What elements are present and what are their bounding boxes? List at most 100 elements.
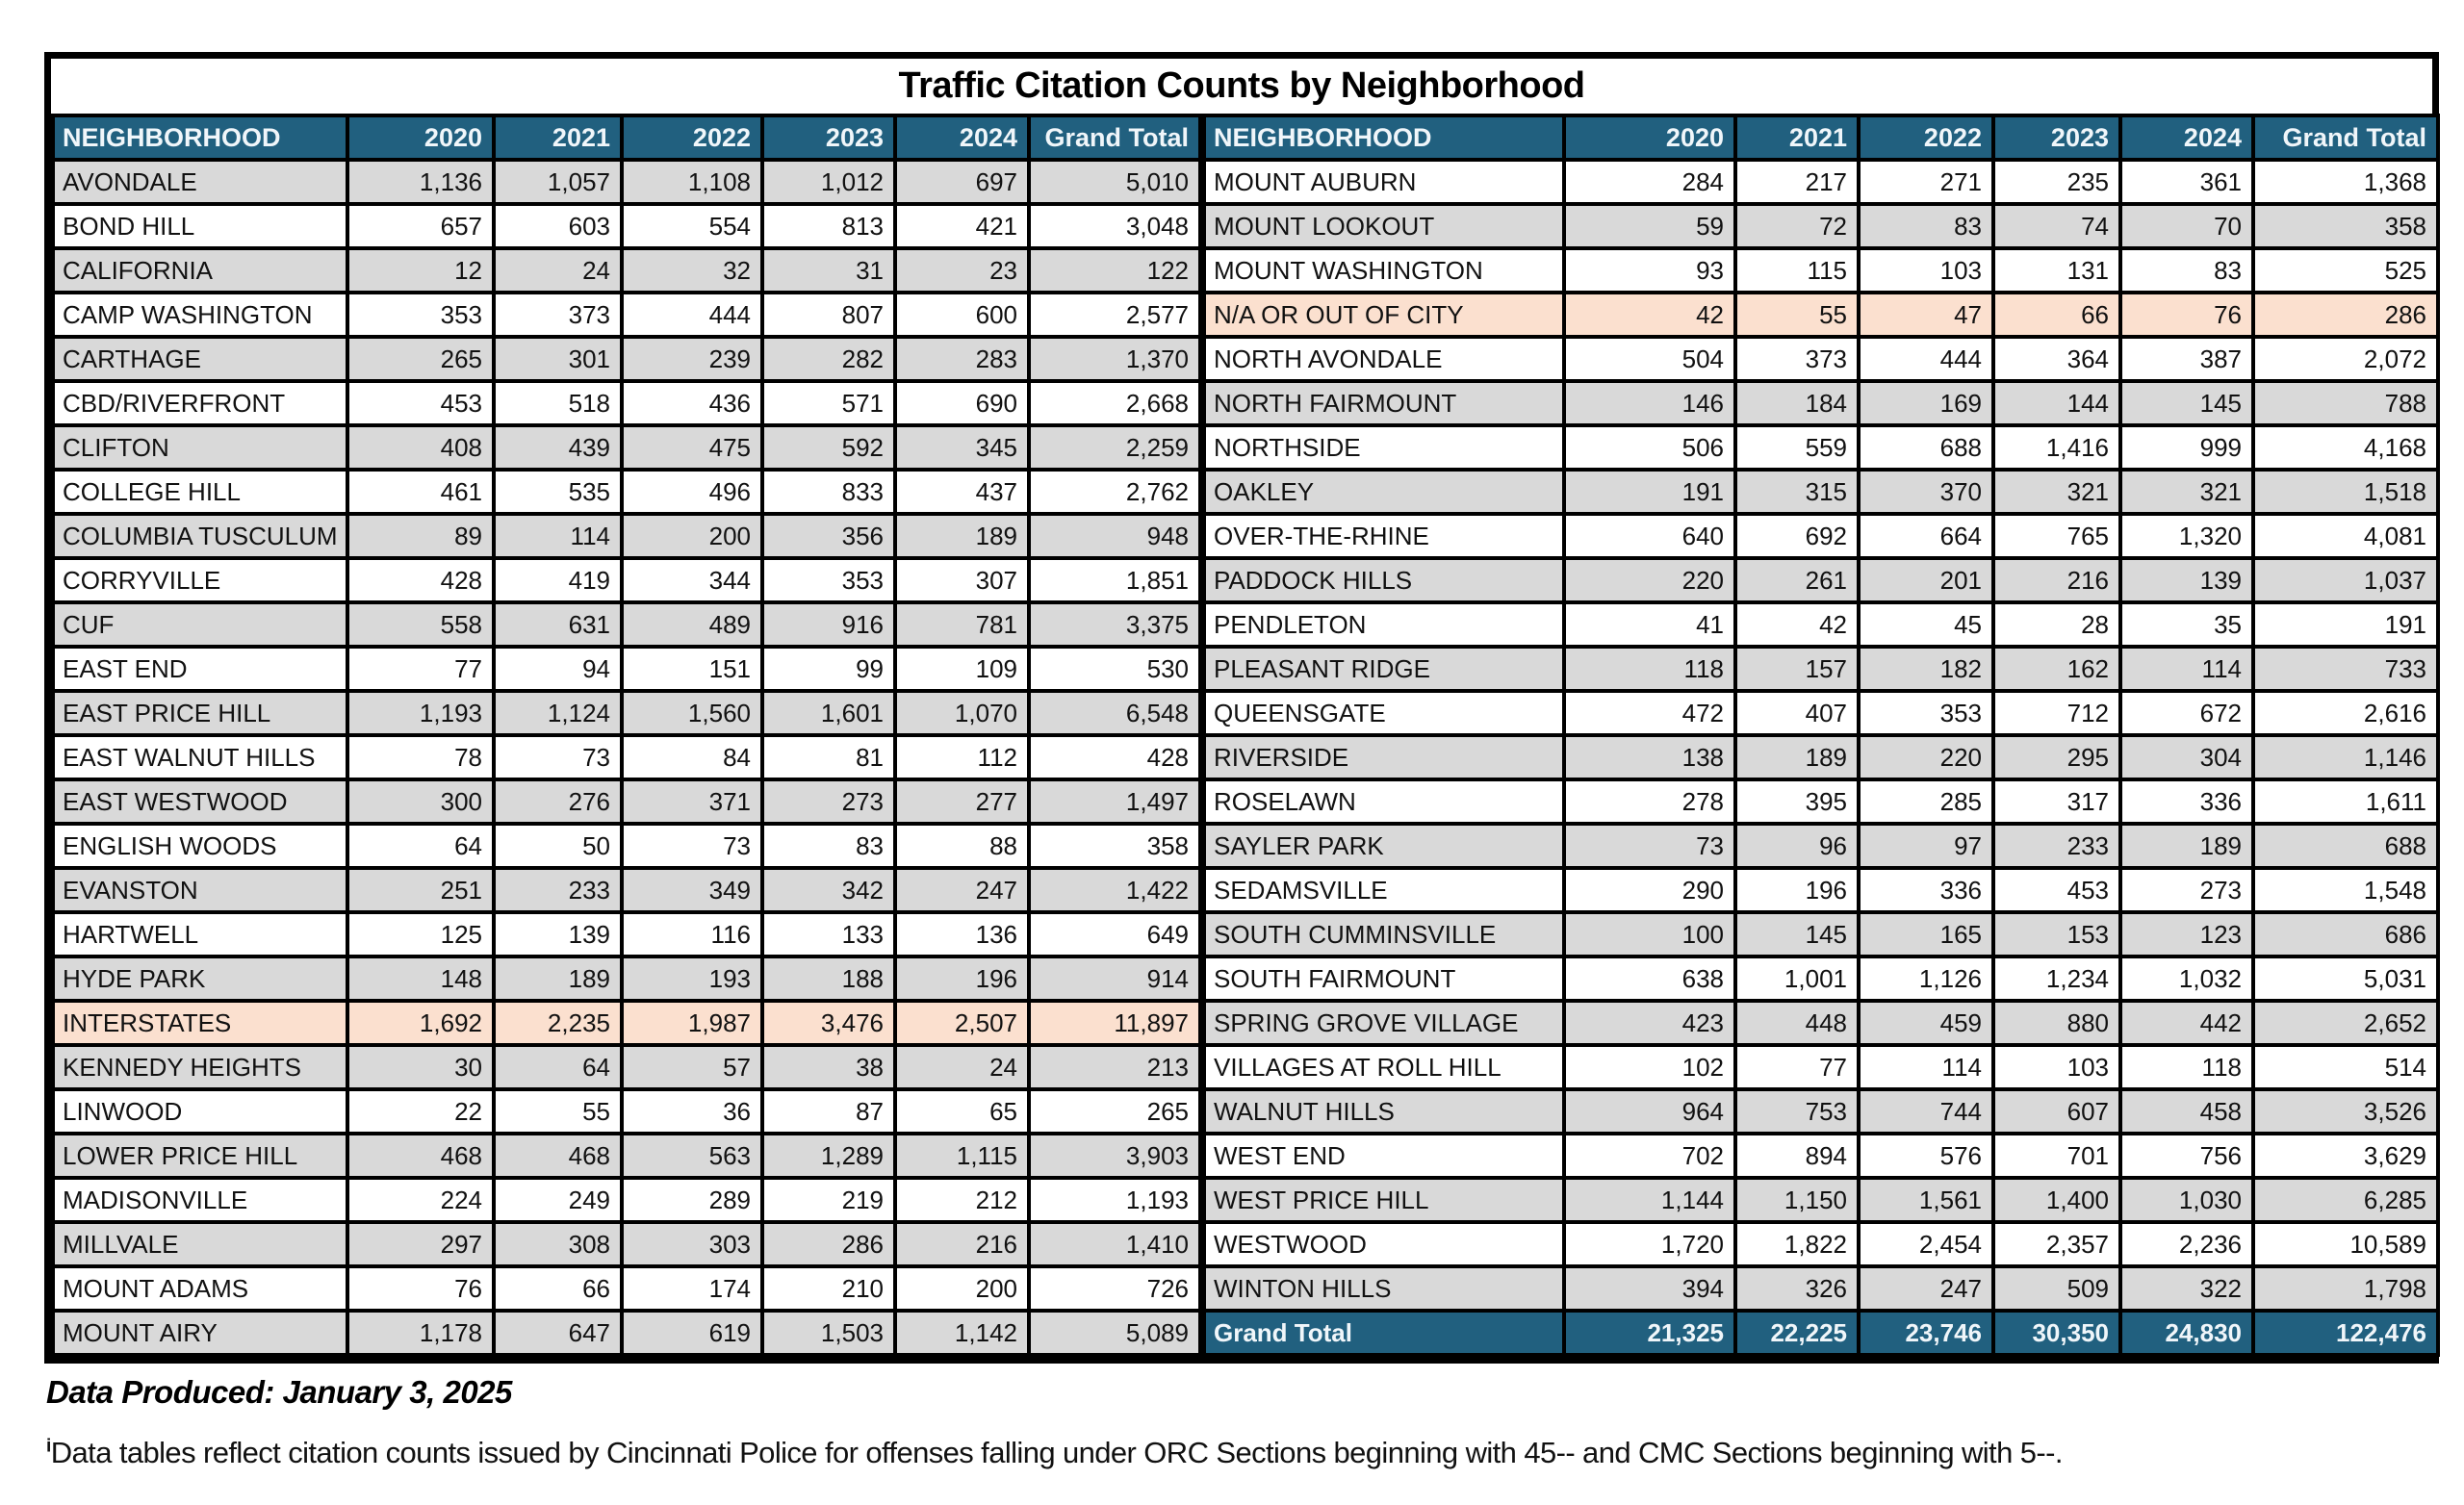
table-row: LINWOOD 22 55 36 87 65 265 xyxy=(51,1087,1202,1135)
table-row: MOUNT AUBURN 284 217 271 235 361 1,368 xyxy=(1202,158,2440,206)
value-cell: 5,089 xyxy=(1027,1309,1202,1357)
value-cell: 77 xyxy=(346,645,496,693)
table-row: VILLAGES AT ROLL HILL 102 77 114 103 118 514 xyxy=(1202,1043,2440,1091)
value-cell: 326 xyxy=(1733,1264,1861,1313)
value-cell: 1,416 xyxy=(1991,423,2122,472)
value-cell: 3,629 xyxy=(2251,1132,2440,1180)
value-cell: 530 xyxy=(1027,645,1202,693)
value-cell: 88 xyxy=(893,822,1031,870)
value-cell: 1,611 xyxy=(2251,778,2440,826)
column-header-grand-total: Grand Total xyxy=(1027,114,1202,162)
table-row: AVONDALE 1,136 1,057 1,108 1,012 697 5,010 xyxy=(51,158,1202,206)
value-cell: 1,193 xyxy=(1027,1176,1202,1224)
table-row: MOUNT ADAMS 76 66 174 210 200 726 xyxy=(51,1264,1202,1313)
table-row: HARTWELL 125 139 116 133 136 649 xyxy=(51,910,1202,958)
value-cell: 289 xyxy=(620,1176,764,1224)
column-header-2022: 2022 xyxy=(1857,114,1995,162)
value-cell: 97 xyxy=(1857,822,1995,870)
value-cell: 213 xyxy=(1027,1043,1202,1091)
value-cell: 2,235 xyxy=(492,999,624,1047)
value-cell: 1,144 xyxy=(1562,1176,1737,1224)
value-cell: 468 xyxy=(346,1132,496,1180)
neighborhood-cell: CAMP WASHINGTON xyxy=(51,291,349,339)
table-row: INTERSTATES 1,692 2,235 1,987 3,476 2,507 11,8… xyxy=(51,999,1202,1047)
table-row: ROSELAWN 278 395 285 317 336 1,611 xyxy=(1202,778,2440,826)
table-row: PADDOCK HILLS 220 261 201 216 139 1,037 xyxy=(1202,556,2440,604)
value-cell: 1,518 xyxy=(2251,468,2440,516)
value-cell: 219 xyxy=(760,1176,897,1224)
value-cell: 697 xyxy=(893,158,1031,206)
value-cell: 125 xyxy=(346,910,496,958)
citation-table-frame: Traffic Citation Counts by Neighborhood … xyxy=(44,52,2440,1364)
value-cell: 353 xyxy=(1857,689,1995,737)
value-cell: 489 xyxy=(620,600,764,649)
value-cell: 1,070 xyxy=(893,689,1031,737)
value-cell: 371 xyxy=(620,778,764,826)
neighborhood-cell: WESTWOOD xyxy=(1202,1220,1566,1268)
value-cell: 278 xyxy=(1562,778,1737,826)
table-row: EAST PRICE HILL 1,193 1,124 1,560 1,601 1,070… xyxy=(51,689,1202,737)
value-cell: 81 xyxy=(760,733,897,781)
value-cell: 123 xyxy=(2118,910,2255,958)
table-row: HYDE PARK 148 189 193 188 196 914 xyxy=(51,955,1202,1003)
neighborhood-table-left: NEIGHBORHOOD 2020 2021 2022 2023 2024 Gr… xyxy=(51,114,1202,1357)
table-row: SEDAMSVILLE 290 196 336 453 273 1,548 xyxy=(1202,866,2440,914)
value-cell: 444 xyxy=(620,291,764,339)
value-cell: 57 xyxy=(620,1043,764,1091)
neighborhood-cell: WALNUT HILLS xyxy=(1202,1087,1566,1135)
value-cell: 649 xyxy=(1027,910,1202,958)
value-cell: 286 xyxy=(2251,291,2440,339)
neighborhood-cell: MOUNT LOOKOUT xyxy=(1202,202,1566,250)
value-cell: 1,001 xyxy=(1733,955,1861,1003)
value-cell: 419 xyxy=(492,556,624,604)
value-cell: 224 xyxy=(346,1176,496,1224)
value-cell: 145 xyxy=(1733,910,1861,958)
value-cell: 118 xyxy=(1562,645,1737,693)
value-cell: 138 xyxy=(1562,733,1737,781)
value-cell: 1,057 xyxy=(492,158,624,206)
value-cell: 1,030 xyxy=(2118,1176,2255,1224)
value-cell: 251 xyxy=(346,866,496,914)
table-row: WEST END 702 894 576 701 756 3,629 xyxy=(1202,1132,2440,1180)
value-cell: 1,987 xyxy=(620,999,764,1047)
value-cell: 407 xyxy=(1733,689,1861,737)
table-row: COLLEGE HILL 461 535 496 833 437 2,762 xyxy=(51,468,1202,516)
value-cell: 373 xyxy=(1733,335,1861,383)
value-cell: 1,368 xyxy=(2251,158,2440,206)
value-cell: 1,400 xyxy=(1991,1176,2122,1224)
value-cell: 592 xyxy=(760,423,897,472)
value-cell: 1,798 xyxy=(2251,1264,2440,1313)
neighborhood-cell: ENGLISH WOODS xyxy=(51,822,349,870)
value-cell: 220 xyxy=(1857,733,1995,781)
column-header-grand-total: Grand Total xyxy=(2251,114,2440,162)
value-cell: 6,285 xyxy=(2251,1176,2440,1224)
value-cell: 688 xyxy=(2251,822,2440,870)
value-cell: 277 xyxy=(893,778,1031,826)
neighborhood-cell: CORRYVILLE xyxy=(51,556,349,604)
value-cell: 285 xyxy=(1857,778,1995,826)
value-cell: 1,370 xyxy=(1027,335,1202,383)
neighborhood-cell: COLLEGE HILL xyxy=(51,468,349,516)
table-row: EAST WALNUT HILLS 78 73 84 81 112 428 xyxy=(51,733,1202,781)
neighborhood-cell: VILLAGES AT ROLL HILL xyxy=(1202,1043,1566,1091)
value-cell: 42 xyxy=(1733,600,1861,649)
value-cell: 525 xyxy=(2251,246,2440,294)
value-cell: 196 xyxy=(1733,866,1861,914)
value-cell: 144 xyxy=(1991,379,2122,427)
value-cell: 2,259 xyxy=(1027,423,1202,472)
value-cell: 47 xyxy=(1857,291,1995,339)
value-cell: 3,903 xyxy=(1027,1132,1202,1180)
value-cell: 193 xyxy=(620,955,764,1003)
value-cell: 261 xyxy=(1733,556,1861,604)
table-row: QUEENSGATE 472 407 353 712 672 2,616 xyxy=(1202,689,2440,737)
value-cell: 99 xyxy=(760,645,897,693)
value-cell: 1,601 xyxy=(760,689,897,737)
table-row: OAKLEY 191 315 370 321 321 1,518 xyxy=(1202,468,2440,516)
value-cell: 297 xyxy=(346,1220,496,1268)
neighborhood-cell: COLUMBIA TUSCULUM xyxy=(51,512,349,560)
table-row: OVER-THE-RHINE 640 692 664 765 1,320 4,081 xyxy=(1202,512,2440,560)
neighborhood-cell: KENNEDY HEIGHTS xyxy=(51,1043,349,1091)
value-cell: 353 xyxy=(760,556,897,604)
value-cell: 118 xyxy=(2118,1043,2255,1091)
value-cell: 509 xyxy=(1991,1264,2122,1313)
